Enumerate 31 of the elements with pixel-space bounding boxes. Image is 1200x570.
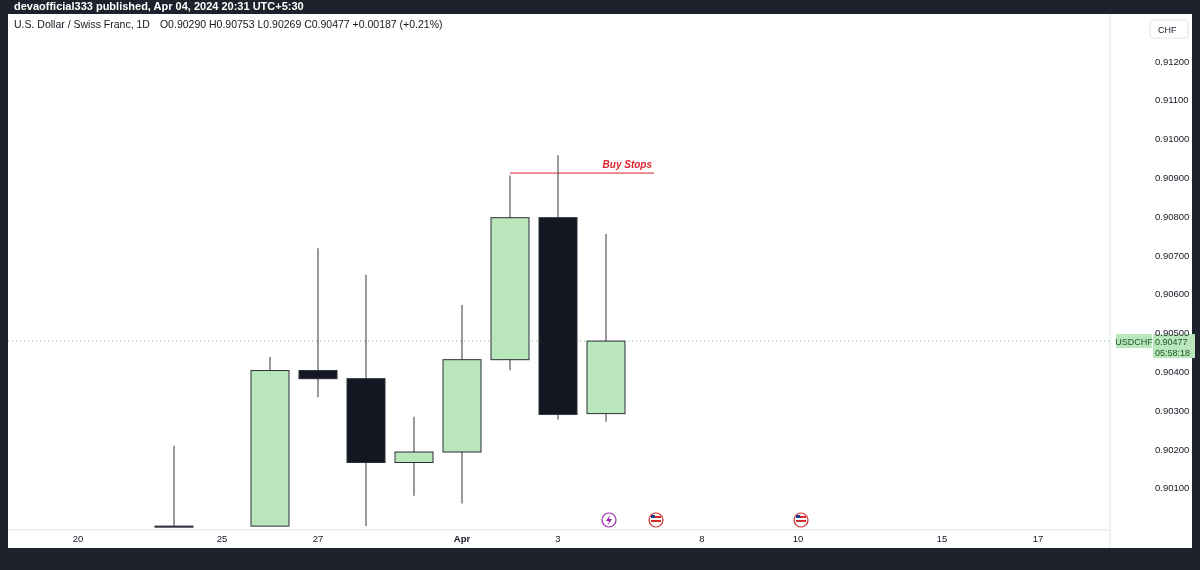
y-tick-label: 0.90300: [1155, 404, 1190, 416]
x-tick-label: 17: [1032, 533, 1044, 544]
x-tick-label: 27: [312, 533, 324, 544]
x-tick-label: 8: [699, 533, 705, 544]
y-tick-label: 0.91000: [1155, 133, 1190, 145]
y-tick-label: 0.90600: [1155, 288, 1190, 300]
y-tick-label: 0.90100: [1155, 482, 1190, 494]
text: 05:58:18: [1155, 348, 1191, 359]
y-tick-label: 0.90400: [1155, 365, 1190, 377]
ref-line-label: Buy Stops: [602, 159, 653, 171]
x-tick-label: 10: [792, 533, 804, 544]
candlestick: [298, 247, 338, 398]
text: 0.90477: [1155, 337, 1188, 348]
ref-line-label: USDCHF: [1115, 337, 1154, 348]
y-tick-label: 0.90200: [1155, 443, 1190, 455]
candlestick: [154, 445, 194, 528]
x-tick-label: 20: [72, 533, 84, 544]
x-tick-label: 15: [936, 533, 948, 544]
y-tick-label: 0.91200: [1155, 55, 1190, 67]
y-tick-label: 0.90900: [1155, 171, 1190, 183]
x-tick-label: 3: [555, 533, 561, 544]
x-tick-label: 25: [216, 533, 228, 544]
y-tick-label: 0.90500: [1155, 327, 1190, 339]
x-tick-label: Apr: [453, 533, 471, 544]
y-tick-label: 0.91100: [1155, 94, 1189, 106]
y-tick-label: 0.90800: [1155, 210, 1190, 222]
y-axis-title: CHF: [1158, 25, 1177, 35]
chart-title: U.S. Dollar / Swiss Franc, 1D: [14, 18, 150, 30]
text: devaofficial333 published, Apr 04, 2024 20:31 UTC+5:30: [14, 0, 304, 12]
y-tick-label: 0.90700: [1155, 249, 1190, 261]
chart-subtitle: O0.90290 H0.90753 L0.90269 C0.90477 +0.00187 (+0.21%): [159, 18, 443, 30]
